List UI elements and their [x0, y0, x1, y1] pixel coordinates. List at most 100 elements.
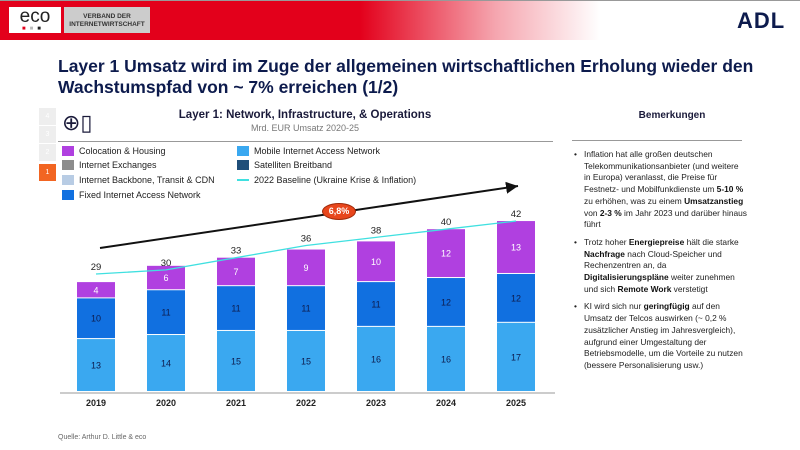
bar-value-label: 16 — [441, 354, 451, 364]
remark-text: Trotz hoher — [584, 236, 629, 247]
legend-label: Mobile Internet Access Network — [254, 146, 381, 156]
eco-tagline: VERBAND DER INTERNETWIRTSCHAFT — [64, 7, 150, 33]
legend-swatch — [237, 146, 249, 156]
total-label: 40 — [441, 217, 452, 228]
legend-label: 2022 Baseline (Ukraine Krise & Inflation… — [254, 175, 417, 185]
bar-segment — [217, 257, 255, 286]
bar-segment — [357, 326, 395, 391]
legend-label: Satelliten Breitband — [254, 160, 333, 170]
remark-text: auf den Umsatz der Telcos auswirken (~ 0… — [584, 301, 743, 370]
legend-item: Mobile Internet Access Network — [237, 146, 380, 156]
source-note: Quelle: Arthur D. Little & eco — [58, 434, 147, 441]
legend-swatch — [237, 160, 249, 170]
remark-text: zu erhöhen, was zu einem — [584, 195, 685, 206]
bar-value-label: 17 — [511, 352, 521, 362]
bar-value-label: 12 — [511, 293, 521, 303]
bar-value-label: 12 — [441, 297, 451, 307]
layer-tab-1-active[interactable]: 1 — [39, 164, 56, 181]
bar-value-label: 13 — [91, 361, 101, 371]
remark-item: Trotz hoher Energiepreise hält die stark… — [572, 237, 747, 296]
remark-item: KI wird sich nur geringfügig auf den Ums… — [572, 301, 747, 371]
divider — [572, 140, 742, 141]
bar-segment — [357, 282, 395, 326]
remarks-title: Bemerkungen — [638, 110, 706, 121]
cagr-arrow — [99, 181, 519, 249]
x-tick-label: 2022 — [296, 398, 316, 408]
bar-segment — [427, 278, 465, 326]
remark-text: Nachfrage — [584, 248, 625, 259]
bar-value-label: 9 — [303, 263, 308, 273]
bar-segment — [427, 326, 465, 391]
eco-logo-text: eco — [19, 6, 51, 27]
total-label: 30 — [161, 258, 172, 269]
bar-value-label: 10 — [371, 257, 381, 267]
eco-logo: eco — [9, 7, 61, 33]
remarks-panel: Bemerkungen Inflation hat alle großen de… — [572, 110, 772, 378]
remark-text: weiter zunehmen und sich — [584, 272, 735, 294]
bar-value-label: 13 — [511, 243, 521, 253]
remark-text: nach Cloud-Speicher und Rechenzentren an… — [584, 248, 722, 271]
chart-title: Layer 1: Network, Infrastructure, & Oper… — [178, 109, 432, 121]
x-tick-label: 2024 — [436, 398, 456, 408]
baseline-line — [95, 220, 517, 275]
bar-segment — [217, 330, 255, 391]
bar-segment — [497, 273, 535, 322]
legend-label: Colocation & Housing — [79, 146, 166, 156]
cagr-badge: 6,8% — [322, 203, 356, 220]
remark-text: verstetigt — [671, 283, 708, 294]
remark-text: im Jahr 2023 und darüber hinaus führt — [584, 207, 747, 230]
bar-segment — [147, 290, 185, 335]
x-tick-label: 2019 — [86, 398, 106, 408]
legend-swatch — [62, 175, 74, 185]
legend-label: Internet Exchanges — [79, 160, 157, 170]
bar-segment — [217, 286, 255, 330]
chart-subtitle: Mrd. EUR Umsatz 2020-25 — [250, 123, 360, 133]
remark-item: Inflation hat alle großen deutschen Tele… — [572, 149, 747, 231]
legend-item: Internet Backbone, Transit & CDN — [62, 175, 215, 185]
bar-segment — [427, 229, 465, 278]
legend-swatch — [62, 160, 74, 170]
remark-text: Energiepreise — [628, 236, 685, 247]
layer-tab-2[interactable]: 2 — [39, 144, 56, 161]
bar-segment — [147, 265, 185, 290]
layer-tab-3[interactable]: 3 — [39, 126, 56, 143]
remark-text: geringfügig — [643, 301, 690, 312]
bar-value-label: 10 — [91, 314, 101, 324]
bar-value-label: 11 — [371, 299, 380, 309]
page-title: Layer 1 Umsatz wird im Zuge der allgemei… — [58, 56, 754, 97]
legend-item: Satelliten Breitband — [237, 160, 332, 170]
remark-text: 5-10 % — [716, 184, 744, 195]
remark-text: hält die starke — [684, 236, 739, 247]
layer-tabs: 4 3 2 1 — [39, 108, 56, 182]
total-label: 42 — [511, 209, 522, 220]
bar-segment — [357, 241, 395, 282]
legend-item: Fixed Internet Access Network — [62, 190, 201, 200]
bar-segment — [147, 335, 185, 391]
globe-device-icon: ⊕▯ — [62, 110, 93, 135]
bar-segment — [77, 339, 115, 391]
layer-tab-4[interactable]: 4 — [39, 108, 56, 125]
bar-segment — [77, 298, 115, 339]
remark-text: 2-3 % — [599, 207, 622, 218]
bar-segment — [287, 286, 325, 330]
x-tick-label: 2021 — [226, 398, 246, 408]
divider — [58, 141, 553, 142]
remark-text: Inflation hat alle großen deutschen Tele… — [584, 149, 739, 195]
total-label: 38 — [371, 225, 382, 236]
x-tick-label: 2023 — [366, 398, 386, 408]
legend-item: Colocation & Housing — [62, 146, 166, 156]
top-border — [0, 0, 800, 1]
total-label: 29 — [91, 262, 102, 273]
remark-text: KI wird sich nur — [584, 301, 644, 312]
bar-value-label: 14 — [161, 359, 171, 369]
legend-swatch — [237, 179, 249, 181]
legend-label: Fixed Internet Access Network — [79, 190, 201, 200]
x-tick-label: 2025 — [506, 398, 526, 408]
legend-swatch — [62, 146, 74, 156]
remark-text: Umsatzanstieg — [684, 195, 744, 206]
legend-swatch — [62, 190, 74, 200]
remarks-list: Inflation hat alle großen deutschen Tele… — [572, 149, 772, 372]
bar-value-label: 15 — [231, 356, 241, 366]
bar-value-label: 6 — [163, 273, 168, 283]
bar-value-label: 11 — [301, 304, 310, 314]
